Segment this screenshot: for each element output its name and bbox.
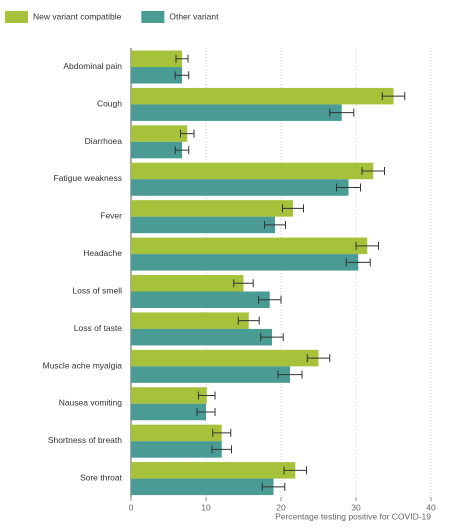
y-tick-label: Fatigue weakness: [53, 173, 122, 183]
error-bar: [282, 204, 304, 213]
bar: [131, 200, 293, 217]
error-bar: [277, 370, 303, 379]
error-bar: [212, 428, 232, 437]
bar: [131, 462, 296, 479]
y-tick-label: Cough: [97, 98, 122, 108]
bar: [131, 162, 374, 180]
bar: [131, 67, 182, 84]
legend-label: Other variant: [169, 11, 219, 21]
y-tick-label: Diarrhoea: [85, 136, 123, 146]
error-bar: [306, 354, 331, 363]
x-tick-label: 20: [276, 502, 286, 512]
legend-swatch: [5, 11, 28, 23]
error-bar: [180, 129, 195, 138]
bar: [131, 104, 342, 121]
y-tick-label: Nausea vomiting: [59, 398, 123, 408]
bar: [131, 275, 244, 292]
bar: [131, 125, 188, 142]
error-bar: [196, 408, 216, 416]
bar: [131, 403, 206, 421]
bar: [131, 179, 349, 196]
bar: [131, 254, 359, 271]
x-axis-label: Percentage testing positive for COVID-19: [275, 511, 431, 521]
error-bar: [355, 241, 379, 250]
y-tick-label: Fever: [100, 211, 122, 221]
y-tick-label: Shortness of breath: [48, 435, 122, 445]
bar: [131, 424, 222, 442]
y-tick-label: Muscle ache myalgia: [43, 360, 123, 370]
bar: [131, 216, 275, 234]
bar: [131, 441, 222, 458]
error-bar: [329, 108, 355, 117]
error-bar: [264, 220, 286, 229]
x-tick-label: 10: [201, 502, 211, 512]
error-bar: [381, 92, 406, 101]
y-tick-label: Abdominal pain: [63, 61, 122, 71]
bar: [131, 50, 182, 67]
error-bar: [258, 295, 282, 304]
error-bar: [174, 146, 190, 155]
bar: [131, 141, 182, 159]
x-tick-label: 30: [351, 502, 361, 512]
bar: [131, 291, 270, 308]
error-bar: [233, 279, 254, 288]
error-bar: [198, 391, 216, 400]
x-tick-label: 0: [129, 502, 134, 512]
error-bar: [260, 333, 284, 342]
bar: [131, 366, 290, 383]
error-bar: [211, 445, 232, 454]
y-tick-label: Sore throat: [80, 473, 123, 483]
error-bar: [261, 482, 286, 491]
error-bar: [237, 316, 260, 325]
legend-swatch: [141, 11, 165, 23]
y-tick-label: Headache: [83, 248, 122, 258]
bar: [131, 328, 272, 346]
error-bar: [283, 466, 307, 475]
bar: [131, 478, 274, 496]
y-tick-label: Loss of smell: [72, 285, 122, 295]
legend-label: New variant compatible: [33, 11, 122, 21]
y-tick-label: Loss of taste: [74, 323, 122, 333]
bar: [131, 387, 207, 404]
x-tick-label: 40: [426, 502, 436, 512]
bar: [131, 87, 394, 105]
error-bar: [174, 71, 190, 80]
bar: [131, 349, 319, 367]
bar: [131, 312, 249, 329]
error-bar: [361, 167, 385, 175]
error-bar: [345, 258, 371, 267]
error-bar: [336, 183, 361, 192]
error-bar: [175, 54, 189, 63]
bar: [131, 237, 368, 255]
